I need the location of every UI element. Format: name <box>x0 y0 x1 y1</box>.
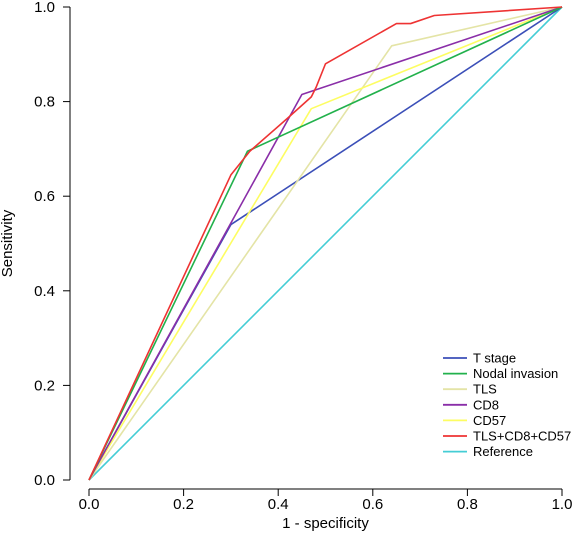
x-tick-label: 0.6 <box>362 496 383 513</box>
y-tick-label: 0.6 <box>34 188 55 205</box>
x-tick-label: 0.8 <box>457 496 478 513</box>
legend-label-cd8: CD8 <box>473 397 499 412</box>
y-tick-label: 0.4 <box>34 283 55 300</box>
legend-label-t-stage: T stage <box>473 351 516 366</box>
series-line-nodal-invasion <box>88 6 563 481</box>
legend-label-tls: TLS <box>473 382 497 397</box>
x-tick-label: 0.0 <box>79 496 100 513</box>
y-tick-label: 1.0 <box>34 0 55 16</box>
x-tick-label: 0.2 <box>173 496 194 513</box>
legend-label-cd57: CD57 <box>473 413 506 428</box>
x-tick-label: 1.0 <box>552 496 573 513</box>
x-tick-label: 0.4 <box>268 496 289 513</box>
y-tick-label: 0.2 <box>34 377 55 394</box>
series-layer <box>88 6 563 481</box>
series-line-tls <box>88 6 563 481</box>
legend-label-reference: Reference <box>473 444 533 459</box>
series-line-tls-cd8-cd57 <box>88 6 563 481</box>
y-axis-title: Sensitivity <box>0 209 16 277</box>
series-line-reference <box>88 6 563 481</box>
series-line-cd57 <box>88 6 563 481</box>
y-tick-label: 0.8 <box>34 94 55 111</box>
legend-label-nodal-invasion: Nodal invasion <box>473 366 558 381</box>
axes: 0.0 0.2 0.4 0.6 0.8 1.0 0.0 0.2 0.4 0.6 0.8 1.0 <box>34 0 572 513</box>
y-tick-label: 0.0 <box>34 472 55 489</box>
x-axis-title: 1 - specificity <box>282 515 369 532</box>
legend-label-tls-cd8-cd57: TLS+CD8+CD57 <box>473 429 571 444</box>
series-line-cd8 <box>88 6 563 481</box>
